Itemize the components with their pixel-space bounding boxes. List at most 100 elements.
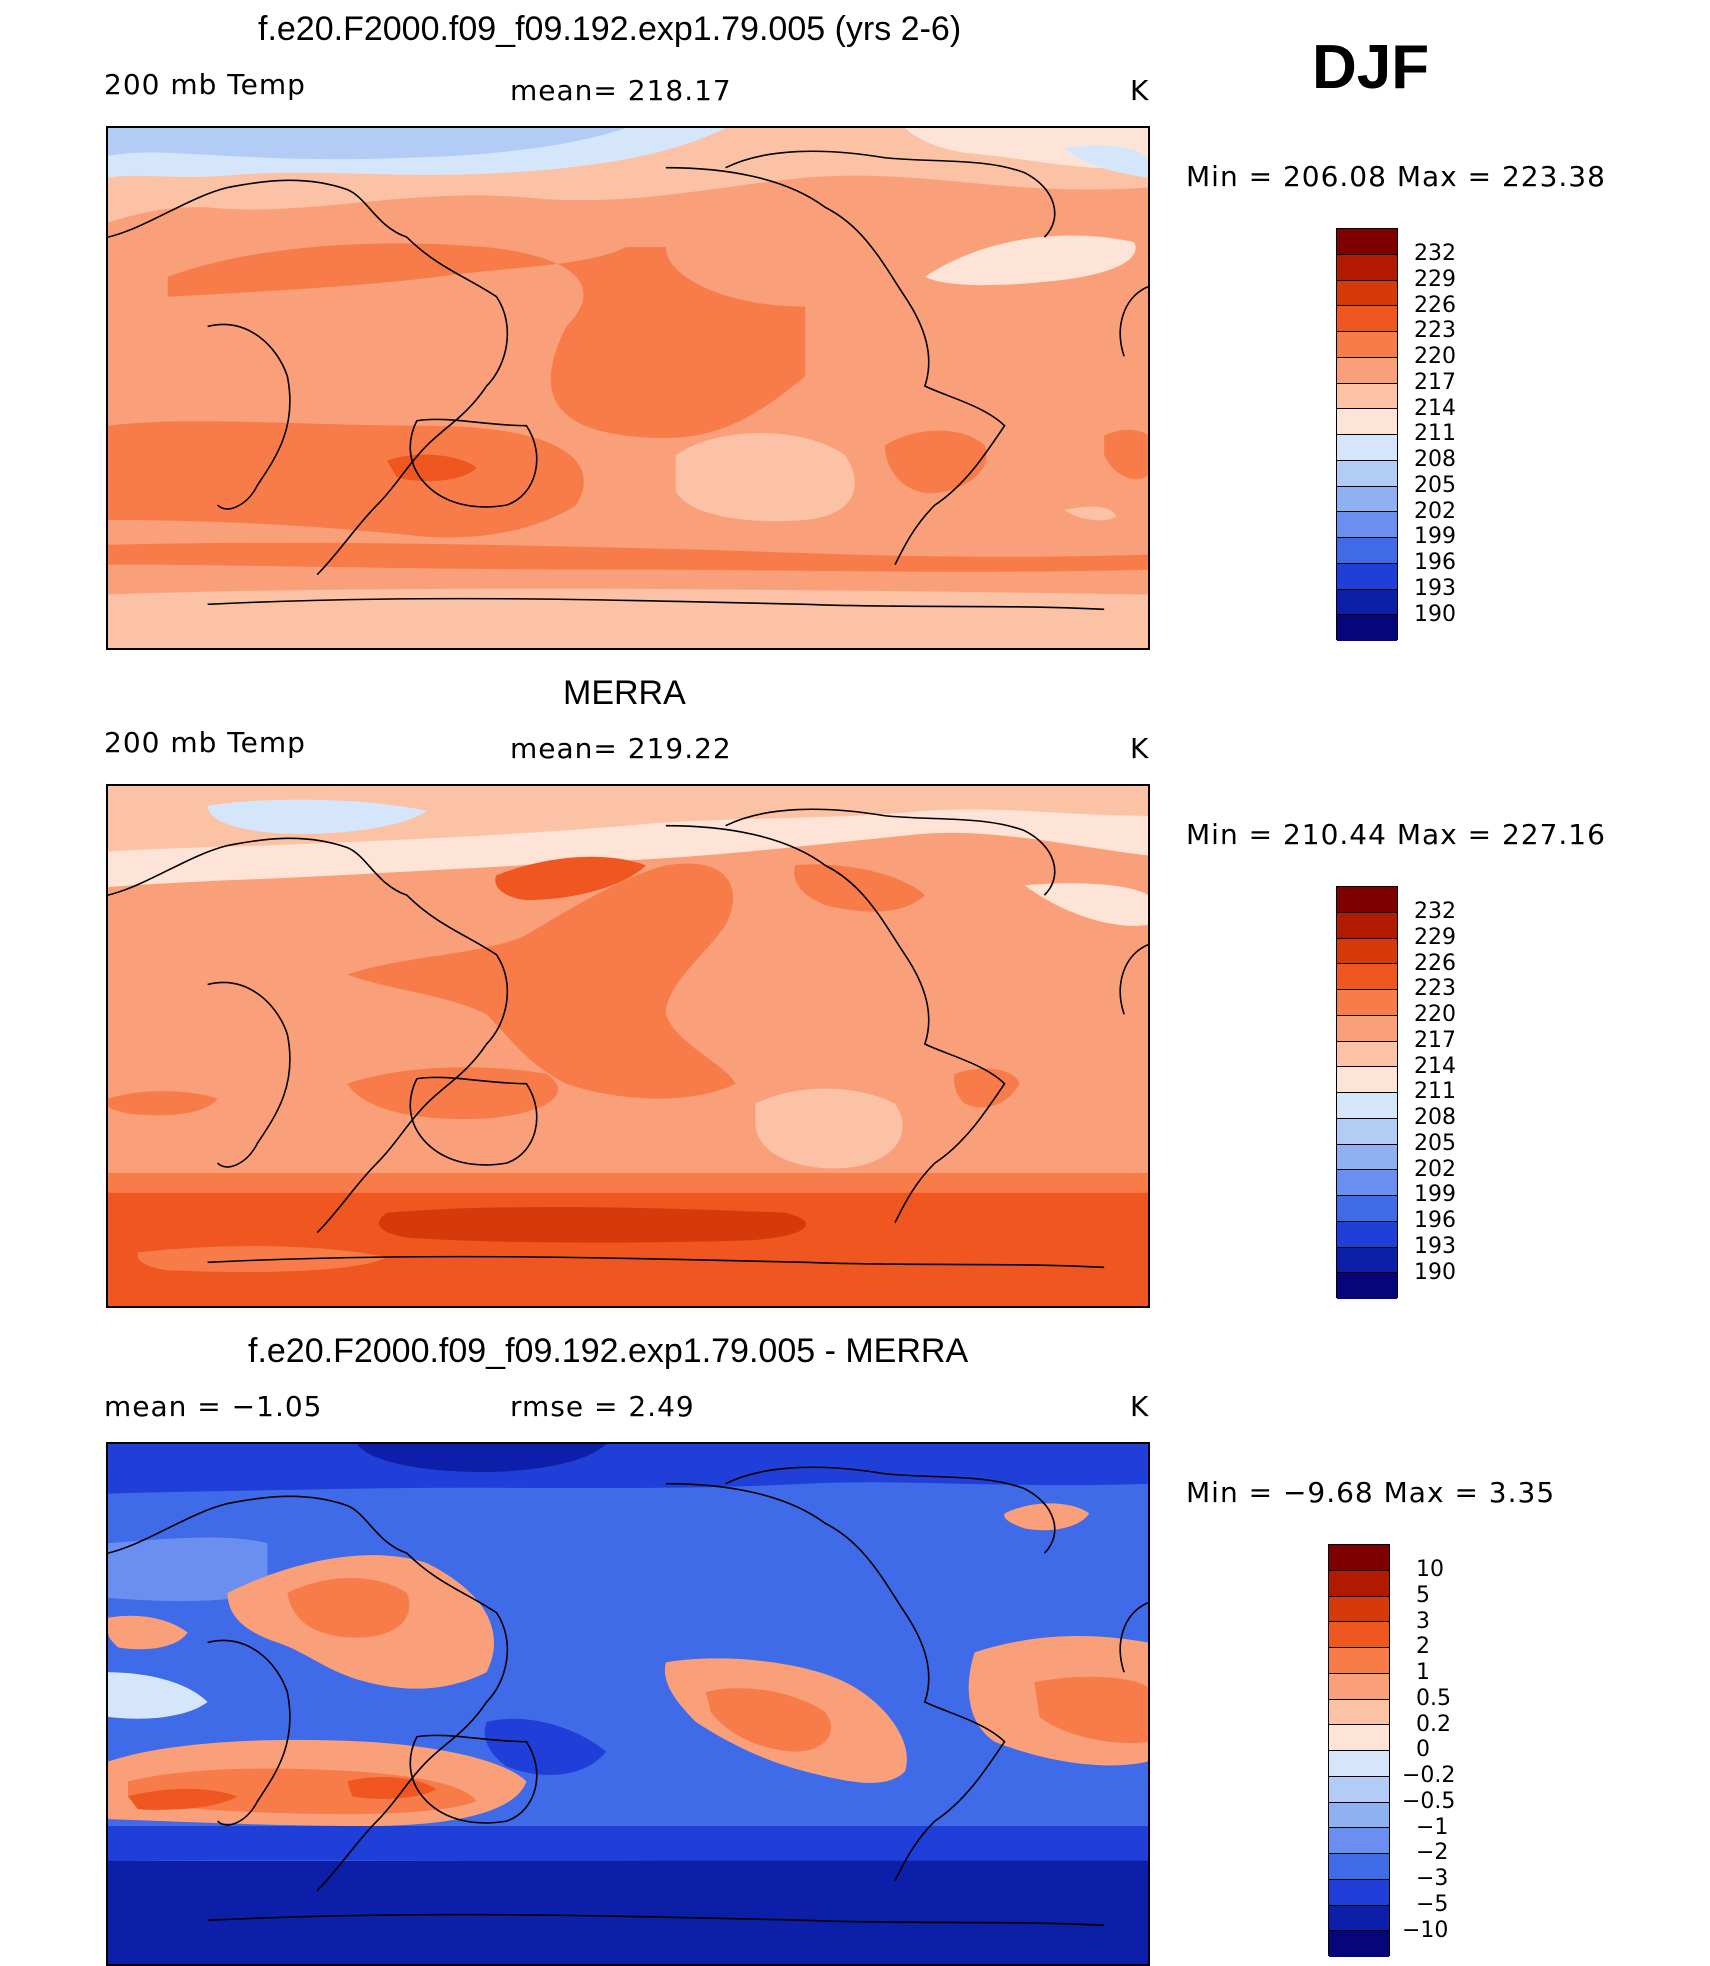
colorbar-tick-label: 1 — [1416, 1660, 1430, 1685]
colorbar-tick-label: −10 — [1402, 1917, 1449, 1943]
panel2-colorbar-swatch — [1337, 1247, 1397, 1274]
panel3-minmax-label: Min = −9.68 Max = 3.35 — [1186, 1476, 1556, 1509]
panel2-contour-field — [108, 786, 1148, 1306]
colorbar-tick-label: 5 — [1416, 1582, 1430, 1608]
colorbar-tick-label: 232 — [1414, 241, 1456, 266]
panel2-colorbar-swatch — [1337, 1196, 1397, 1222]
panel1-colorbar-swatch — [1337, 280, 1397, 307]
colorbar-tick-label: 0.5 — [1416, 1685, 1451, 1711]
colorbar-tick-label: 2 — [1416, 1634, 1430, 1660]
panel3-colorbar-swatch — [1329, 1751, 1389, 1777]
panel3-colorbar-swatch — [1329, 1828, 1389, 1854]
panel1-variable-label: 200 mb Temp — [104, 68, 306, 101]
colorbar-tick-label: 217 — [1414, 1027, 1456, 1053]
colorbar-tick-label: 205 — [1414, 472, 1456, 498]
panel3-colorbar-swatch — [1329, 1905, 1389, 1932]
panel2-title: MERRA — [563, 674, 686, 712]
panel3-colorbar-swatch — [1329, 1699, 1389, 1726]
panel3-unit-label: K — [1130, 1390, 1150, 1423]
panel3-mean-label: mean = −1.05 — [104, 1390, 323, 1423]
panel2-variable-label: 200 mb Temp — [104, 726, 306, 759]
panel1-colorbar-swatch — [1337, 306, 1397, 332]
panel3-colorbar-swatch — [1329, 1622, 1389, 1648]
panel1-mean-label: mean= 218.17 — [510, 74, 732, 107]
panel1-colorbar-swatch — [1337, 460, 1397, 487]
colorbar-tick-label: −2 — [1416, 1840, 1449, 1866]
panel2-colorbar-swatch — [1337, 1144, 1397, 1171]
panel3-colorbar-swatch — [1329, 1854, 1389, 1880]
panel3-colorbar-swatch — [1329, 1596, 1389, 1623]
panel2-colorbar-swatch — [1337, 938, 1397, 965]
colorbar-tick-label: 217 — [1414, 369, 1456, 395]
panel2-colorbar-swatch — [1337, 990, 1397, 1016]
panel1-colorbar — [1336, 228, 1398, 641]
colorbar-tick-label: 220 — [1414, 344, 1456, 369]
panel3-map — [106, 1442, 1150, 1966]
panel1-colorbar-swatch — [1337, 615, 1397, 641]
colorbar-tick-label: 202 — [1414, 1156, 1456, 1182]
colorbar-tick-label: 208 — [1414, 447, 1456, 472]
colorbar-tick-label: 220 — [1414, 1002, 1456, 1027]
season-label: DJF — [1312, 33, 1430, 102]
colorbar-tick-label: 193 — [1414, 1233, 1456, 1259]
colorbar-tick-label: 211 — [1414, 421, 1456, 447]
panel3-colorbar-swatch — [1329, 1673, 1389, 1700]
panel3-rmse-label: rmse = 2.49 — [510, 1390, 695, 1423]
colorbar-tick-label: 232 — [1414, 899, 1456, 924]
panel1-colorbar-swatch — [1337, 538, 1397, 564]
panel2-minmax-label: Min = 210.44 Max = 227.16 — [1186, 818, 1606, 851]
panel1-colorbar-swatch — [1337, 332, 1397, 358]
colorbar-tick-label: 211 — [1414, 1079, 1456, 1105]
colorbar-tick-label: 199 — [1414, 1182, 1456, 1208]
colorbar-tick-label: −3 — [1416, 1866, 1449, 1891]
panel2-colorbar-swatch — [1337, 1170, 1397, 1196]
colorbar-tick-label: 0.2 — [1416, 1711, 1451, 1737]
panel2-colorbar-swatch — [1337, 1221, 1397, 1248]
colorbar-tick-label: 208 — [1414, 1105, 1456, 1130]
panel1-colorbar-swatch — [1337, 486, 1397, 513]
colorbar-tick-label: 3 — [1416, 1608, 1430, 1634]
colorbar-tick-label: 202 — [1414, 498, 1456, 524]
panel2-colorbar — [1336, 886, 1398, 1299]
panel2-unit-label: K — [1130, 732, 1150, 765]
panel3-colorbar-swatch — [1329, 1570, 1389, 1597]
colorbar-tick-label: 226 — [1414, 292, 1456, 318]
panel2-colorbar-swatch — [1337, 1273, 1397, 1299]
colorbar-tick-label: 199 — [1414, 524, 1456, 550]
panel3-colorbar-swatch — [1329, 1545, 1389, 1571]
colorbar-tick-label: 214 — [1414, 1053, 1456, 1079]
panel3-title: f.e20.F2000.f09_f09.192.exp1.79.005 - ME… — [248, 1332, 969, 1370]
panel1-colorbar-swatch — [1337, 254, 1397, 281]
colorbar-tick-label: −5 — [1416, 1891, 1449, 1917]
panel1-colorbar-labels: 232 229 226 223 220 217 214 211 208 205 … — [1414, 241, 1494, 641]
panel3-colorbar-labels: 10 5 3 2 1 0.5 0.2 0 −0.2 −0.5 −1 −2 −3 … — [1402, 1557, 1502, 1957]
colorbar-tick-label: 10 — [1416, 1557, 1444, 1582]
panel1-map — [106, 126, 1150, 650]
panel2-colorbar-swatch — [1337, 1118, 1397, 1145]
panel2-colorbar-swatch — [1337, 887, 1397, 913]
panel1-colorbar-swatch — [1337, 435, 1397, 461]
panel1-unit-label: K — [1130, 74, 1150, 107]
colorbar-tick-label: −0.2 — [1402, 1763, 1456, 1788]
colorbar-tick-label: 229 — [1414, 924, 1456, 950]
colorbar-tick-label: 205 — [1414, 1130, 1456, 1156]
panel2-colorbar-swatch — [1337, 1041, 1397, 1068]
colorbar-tick-label: 223 — [1414, 976, 1456, 1002]
panel1-colorbar-swatch — [1337, 563, 1397, 590]
panel2-colorbar-swatch — [1337, 912, 1397, 939]
panel3-colorbar-swatch — [1329, 1802, 1389, 1829]
panel3-colorbar-swatch — [1329, 1879, 1389, 1906]
panel1-colorbar-swatch — [1337, 229, 1397, 255]
colorbar-tick-label: 214 — [1414, 395, 1456, 421]
panel2-colorbar-swatch — [1337, 1015, 1397, 1042]
colorbar-tick-label: 196 — [1414, 550, 1456, 575]
panel1-colorbar-swatch — [1337, 589, 1397, 616]
colorbar-tick-label: 0 — [1416, 1737, 1430, 1763]
colorbar-tick-label: −1 — [1416, 1814, 1449, 1840]
panel3-contour-field — [108, 1444, 1148, 1964]
panel1-colorbar-swatch — [1337, 357, 1397, 384]
colorbar-tick-label: 226 — [1414, 950, 1456, 976]
panel3-colorbar-swatch — [1329, 1648, 1389, 1674]
colorbar-tick-label: 229 — [1414, 266, 1456, 292]
panel1-colorbar-swatch — [1337, 383, 1397, 410]
